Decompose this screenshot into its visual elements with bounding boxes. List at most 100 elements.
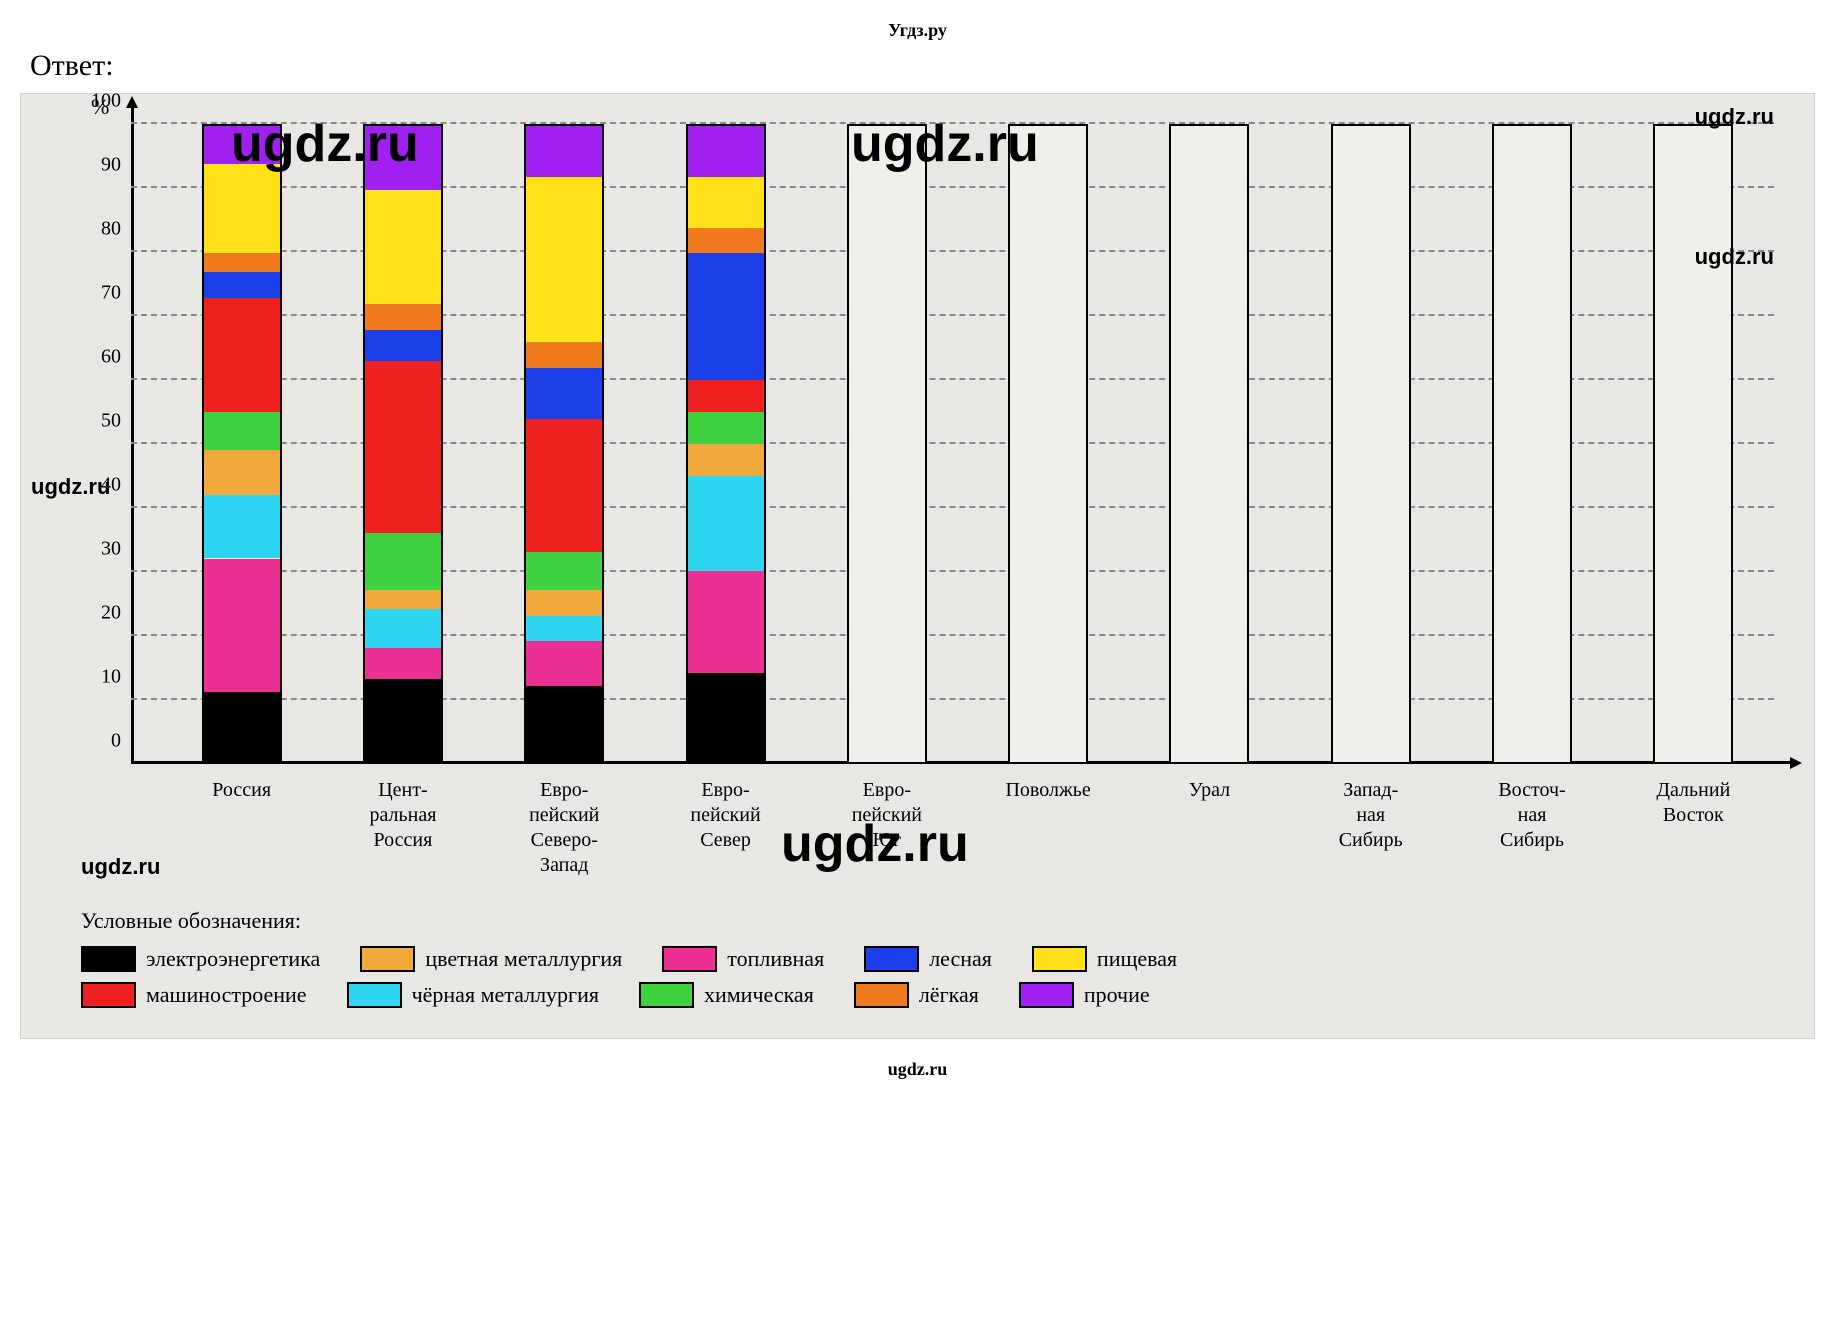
bar-esib	[1492, 124, 1572, 764]
legend-item-light: лёгкая	[854, 982, 979, 1008]
segment-nonferrous	[688, 444, 764, 476]
bar-slot	[1451, 124, 1612, 764]
legend-label: прочие	[1084, 982, 1150, 1008]
legend-label: машиностроение	[146, 982, 307, 1008]
legend-item-ferrous: чёрная металлургия	[347, 982, 599, 1008]
segment-electro	[526, 686, 602, 762]
legend-swatch-icon	[1032, 946, 1087, 972]
bar-slot	[322, 124, 483, 764]
segment-food	[688, 177, 764, 228]
legend-label: лёгкая	[919, 982, 979, 1008]
chart-plot-area: % 0102030405060708090100	[131, 124, 1774, 764]
legend-swatch-icon	[639, 982, 694, 1008]
y-tick-label: 20	[81, 602, 121, 625]
segment-other	[204, 126, 280, 164]
bar-ural	[1169, 124, 1249, 764]
header-watermark: Угдз.ру	[20, 20, 1815, 41]
segment-ferrous	[204, 495, 280, 559]
x-label-fe: ДальнийВосток	[1613, 774, 1774, 878]
answer-label: Ответ:	[30, 49, 1815, 83]
segment-electro	[365, 679, 441, 762]
x-label-central: Цент-ральнаяРоссия	[322, 774, 483, 878]
segment-food	[526, 177, 602, 342]
segment-chemical	[688, 412, 764, 444]
segment-electro	[688, 673, 764, 762]
bar-south	[847, 124, 927, 764]
legend-label: электроэнергетика	[146, 946, 320, 972]
legend-label: топливная	[727, 946, 824, 972]
legend-label: химическая	[704, 982, 814, 1008]
legend-row: машиностроение чёрная металлургия химическ…	[81, 982, 1774, 1008]
bars-container	[131, 124, 1774, 764]
y-tick-label: 70	[81, 282, 121, 305]
x-label-volga: Поволжье	[967, 774, 1128, 878]
legend-item-other: прочие	[1019, 982, 1150, 1008]
segment-ferrous	[365, 609, 441, 647]
segment-nonferrous	[365, 590, 441, 609]
segment-fuel	[688, 571, 764, 673]
x-axis-labels: РоссияЦент-ральнаяРоссияЕвро-пейскийСеве…	[161, 774, 1774, 878]
segment-nonferrous	[204, 450, 280, 495]
chart-container: % 0102030405060708090100 РоссияЦент-раль…	[20, 93, 1815, 1039]
segment-other	[365, 126, 441, 190]
segment-ferrous	[688, 476, 764, 571]
bar-north	[686, 124, 766, 764]
legend-item-machine: машиностроение	[81, 982, 307, 1008]
x-label-esib: Восточ-наяСибирь	[1451, 774, 1612, 878]
segment-food	[204, 164, 280, 253]
x-label-russia: Россия	[161, 774, 322, 878]
segment-machine	[365, 361, 441, 533]
legend-swatch-icon	[81, 982, 136, 1008]
segment-fuel	[365, 648, 441, 680]
bar-volga	[1008, 124, 1088, 764]
segment-fuel	[204, 559, 280, 693]
bar-slot	[967, 124, 1128, 764]
segment-chemical	[365, 533, 441, 590]
y-tick-label: 60	[81, 346, 121, 369]
legend-label: лесная	[929, 946, 992, 972]
bar-slot	[161, 124, 322, 764]
y-tick-label: 100	[81, 90, 121, 113]
segment-fuel	[526, 641, 602, 686]
y-tick-label: 50	[81, 410, 121, 433]
legend-swatch-icon	[854, 982, 909, 1008]
segment-light	[204, 253, 280, 272]
legend-label: пищевая	[1097, 946, 1177, 972]
legend-row: электроэнергетика цветная металлургия топл…	[81, 946, 1774, 972]
bar-russia	[202, 124, 282, 764]
segment-machine	[204, 298, 280, 412]
segment-machine	[688, 380, 764, 412]
x-label-south: Евро-пейскийЮг	[806, 774, 967, 878]
y-tick-label: 90	[81, 154, 121, 177]
segment-electro	[204, 692, 280, 762]
x-label-north: Евро-пейскийСевер	[645, 774, 806, 878]
legend-swatch-icon	[864, 946, 919, 972]
legend-item-food: пищевая	[1032, 946, 1177, 972]
segment-food	[365, 190, 441, 304]
x-axis-arrow-icon	[1790, 757, 1802, 769]
segment-other	[688, 126, 764, 177]
legend: Условные обозначения: электроэнергетикац…	[81, 908, 1774, 1008]
segment-machine	[526, 419, 602, 553]
x-label-nw: Евро-пейскийСеверо-Запад	[484, 774, 645, 878]
x-label-wsib: Запад-наяСибирь	[1290, 774, 1451, 878]
legend-item-forest: лесная	[864, 946, 992, 972]
bar-fe	[1653, 124, 1733, 764]
segment-forest	[365, 330, 441, 362]
y-tick-label: 0	[81, 730, 121, 753]
bar-nw	[524, 124, 604, 764]
legend-label: цветная металлургия	[425, 946, 622, 972]
y-tick-label: 10	[81, 666, 121, 689]
segment-light	[365, 304, 441, 329]
legend-swatch-icon	[347, 982, 402, 1008]
y-tick-label: 40	[81, 474, 121, 497]
y-tick-label: 80	[81, 218, 121, 241]
segment-chemical	[204, 412, 280, 450]
segment-chemical	[526, 552, 602, 590]
x-label-ural: Урал	[1129, 774, 1290, 878]
legend-swatch-icon	[662, 946, 717, 972]
segment-forest	[688, 253, 764, 380]
y-axis-arrow-icon	[126, 96, 138, 108]
y-tick-label: 30	[81, 538, 121, 561]
segment-light	[526, 342, 602, 367]
